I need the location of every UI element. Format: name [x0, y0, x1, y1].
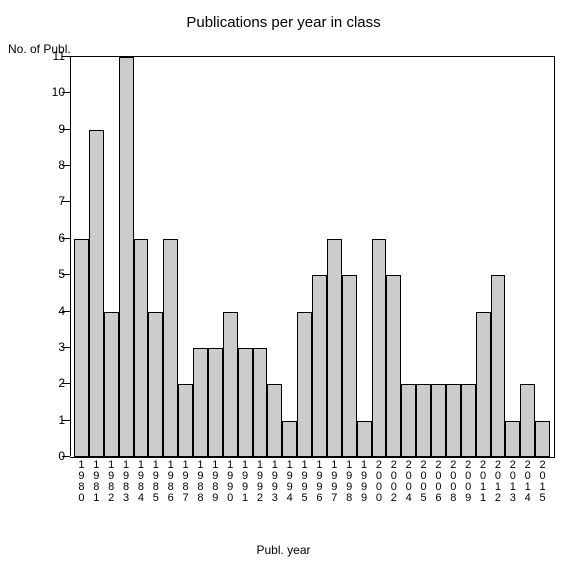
x-tick-label: 1 9 8 6	[165, 460, 177, 504]
y-tick-label: 1	[58, 413, 65, 427]
y-tick-label: 4	[58, 304, 65, 318]
bar	[208, 348, 223, 457]
bar	[535, 421, 550, 457]
bar	[193, 348, 208, 457]
x-tick-label: 2 0 1 2	[492, 460, 504, 504]
x-tick-label: 1 9 9 5	[299, 460, 311, 504]
x-tick-label: 1 9 8 5	[150, 460, 162, 504]
x-tick-label: 1 9 9 7	[328, 460, 340, 504]
x-axis-label: Publ. year	[0, 543, 567, 557]
x-tick-label: 2 0 0 2	[388, 460, 400, 504]
x-tick-label: 1 9 8 7	[180, 460, 192, 504]
bar	[148, 312, 163, 457]
y-tick-label: 5	[58, 267, 65, 281]
x-tick-label: 1 9 9 0	[224, 460, 236, 504]
x-tick-label: 2 0 0 4	[403, 460, 415, 504]
bar	[267, 384, 282, 457]
x-tick-label: 1 9 9 6	[313, 460, 325, 504]
bar	[223, 312, 238, 457]
bar	[505, 421, 520, 457]
bar	[491, 275, 506, 457]
y-tick-label: 3	[58, 340, 65, 354]
bar	[253, 348, 268, 457]
bar	[372, 239, 387, 457]
bar	[386, 275, 401, 457]
x-tick-label: 2 0 1 3	[507, 460, 519, 504]
x-tick-label: 1 9 8 2	[105, 460, 117, 504]
bar	[461, 384, 476, 457]
chart-title: Publications per year in class	[0, 14, 567, 31]
y-tick-label: 10	[52, 85, 65, 99]
x-tick-label: 1 9 8 0	[75, 460, 87, 504]
x-tick-label: 2 0 1 5	[537, 460, 549, 504]
y-tick-label: 0	[58, 449, 65, 463]
y-tick-label: 6	[58, 231, 65, 245]
x-tick-label: 2 0 0 9	[462, 460, 474, 504]
bar	[357, 421, 372, 457]
bar	[431, 384, 446, 457]
bar	[342, 275, 357, 457]
bar	[74, 239, 89, 457]
bar	[134, 239, 149, 457]
y-tick-label: 7	[58, 194, 65, 208]
plot-area	[70, 56, 555, 458]
x-tick-label: 2 0 0 5	[418, 460, 430, 504]
x-tick-label: 1 9 8 4	[135, 460, 147, 504]
x-tick-label: 1 9 8 9	[209, 460, 221, 504]
bar	[297, 312, 312, 457]
bar	[476, 312, 491, 457]
bar	[119, 57, 134, 457]
y-tick-label: 11	[53, 49, 65, 63]
x-tick-label: 2 0 1 1	[477, 460, 489, 504]
bar	[312, 275, 327, 457]
x-tick-label: 1 9 9 8	[343, 460, 355, 504]
bar	[104, 312, 119, 457]
y-tick-label: 9	[58, 122, 65, 136]
x-tick-label: 1 9 9 2	[254, 460, 266, 504]
bar	[446, 384, 461, 457]
x-tick-label: 2 0 0 0	[373, 460, 385, 504]
bar	[178, 384, 193, 457]
x-tick-label: 2 0 0 6	[432, 460, 444, 504]
bar	[416, 384, 431, 457]
bar	[327, 239, 342, 457]
x-tick-label: 1 9 9 1	[239, 460, 251, 504]
y-tick-label: 8	[58, 158, 65, 172]
bar	[163, 239, 178, 457]
bar	[520, 384, 535, 457]
x-tick-label: 1 9 8 3	[120, 460, 132, 504]
x-tick-label: 1 9 8 8	[194, 460, 206, 504]
x-tick-label: 1 9 8 1	[90, 460, 102, 504]
bar	[282, 421, 297, 457]
publications-chart: Publications per year in class No. of Pu…	[0, 0, 567, 567]
x-tick-label: 1 9 9 3	[269, 460, 281, 504]
x-tick-label: 1 9 9 9	[358, 460, 370, 504]
bar	[401, 384, 416, 457]
x-tick-label: 1 9 9 4	[284, 460, 296, 504]
x-tick-label: 2 0 1 4	[522, 460, 534, 504]
bar	[89, 130, 104, 457]
x-tick-label: 2 0 0 8	[447, 460, 459, 504]
bar	[238, 348, 253, 457]
y-tick-label: 2	[58, 376, 65, 390]
